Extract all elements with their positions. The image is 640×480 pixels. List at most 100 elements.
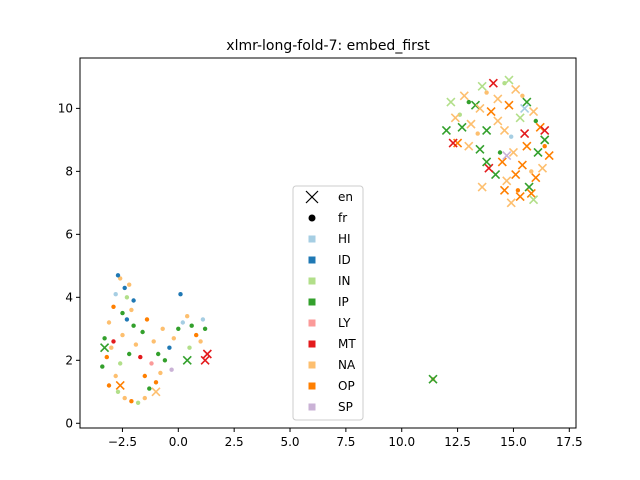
point-fr-id-1 xyxy=(122,285,127,291)
point-fr-ip-6 xyxy=(120,310,125,316)
point-en-op-30 xyxy=(522,141,532,151)
legend-label-sp: SP xyxy=(338,400,353,414)
point-fr-op-32 xyxy=(194,332,199,338)
point-fr-op-23 xyxy=(153,380,159,385)
point-fr-na-10 xyxy=(106,320,112,325)
point-fr-in-17 xyxy=(115,389,121,394)
point-fr-ip-58 xyxy=(533,118,538,124)
legend-label-id: ID xyxy=(338,253,351,267)
point-fr-ip-28 xyxy=(176,326,181,331)
point-fr-ip-45 xyxy=(156,351,161,357)
point-fr-ip-31 xyxy=(189,323,194,328)
point-fr-na-55 xyxy=(484,90,489,95)
legend-swatch-mt xyxy=(308,340,316,348)
point-fr-na-38 xyxy=(133,342,139,347)
legend-label-ly: LY xyxy=(338,316,351,330)
point-fr-id-4 xyxy=(131,298,136,303)
point-fr-ip-11 xyxy=(102,336,107,341)
point-en-na-41 xyxy=(475,103,485,113)
y-tick-label: 10 xyxy=(58,101,73,115)
legend-label-na: NA xyxy=(338,358,356,372)
point-fr-na-33 xyxy=(198,339,203,344)
legend-swatch-id xyxy=(308,256,316,264)
point-fr-id-8 xyxy=(115,273,121,278)
point-fr-na-21 xyxy=(142,395,147,401)
legend-label-op: OP xyxy=(338,379,355,393)
point-fr-op-59 xyxy=(542,144,547,149)
legend-label-ip: IP xyxy=(338,295,349,309)
point-en-ip-15 xyxy=(540,135,550,145)
point-fr-na-3 xyxy=(127,282,132,287)
point-en-na-2 xyxy=(459,91,469,101)
point-fr-sp-48 xyxy=(169,367,174,372)
point-en-in-7 xyxy=(477,81,487,91)
legend-swatch-na xyxy=(308,361,316,369)
point-fr-na-18 xyxy=(122,395,127,401)
legend-swatch-op xyxy=(308,382,316,390)
point-en-ip-3 xyxy=(441,125,451,135)
point-fr-ip-37 xyxy=(140,329,145,335)
point-fr-na-47 xyxy=(160,326,165,331)
point-en-sp-49 xyxy=(502,151,512,161)
point-fr-na-15 xyxy=(113,373,118,379)
x-tick-label: −2.5 xyxy=(108,435,137,449)
point-en-na-34 xyxy=(493,116,503,126)
point-fr-ip-34 xyxy=(202,326,208,331)
point-en-na-29 xyxy=(502,176,512,186)
legend-label-hi: HI xyxy=(338,232,351,246)
point-en-mt-40 xyxy=(448,138,458,148)
x-tick-label: 0.0 xyxy=(169,435,188,449)
point-en-hi-50 xyxy=(520,103,530,113)
point-fr-na-7 xyxy=(129,307,134,313)
point-en-op-42 xyxy=(504,100,514,110)
point-en-in-46 xyxy=(528,195,539,205)
y-tick-label: 4 xyxy=(65,290,73,304)
point-en-ip-12 xyxy=(522,97,532,107)
point-en-ip-31 xyxy=(475,144,485,154)
legend-label-in: IN xyxy=(338,274,351,288)
y-tick-label: 8 xyxy=(65,164,73,178)
point-en-op-27 xyxy=(517,160,527,170)
point-fr-op-51 xyxy=(142,373,147,379)
point-fr-na-44 xyxy=(151,339,156,344)
point-fr-op-5 xyxy=(111,304,116,309)
point-fr-hi-29 xyxy=(180,320,185,325)
point-en-in-1 xyxy=(446,97,456,107)
data-points xyxy=(100,75,554,405)
point-fr-na-30 xyxy=(185,314,190,319)
legend: en fr HI ID IN IP LY MT NA OP SP xyxy=(292,185,364,421)
y-axis: 0 2 4 6 8 10 xyxy=(58,101,80,430)
point-en-ip-48 xyxy=(482,157,492,167)
legend-swatch-ly xyxy=(308,319,316,327)
point-en-ip-54 xyxy=(100,343,110,353)
point-fr-ly-46 xyxy=(149,361,154,366)
point-en-na-9 xyxy=(493,94,503,104)
point-en-op-28 xyxy=(511,169,521,180)
point-en-na-57 xyxy=(151,387,161,397)
point-en-in-10 xyxy=(504,75,514,85)
point-en-mt-8 xyxy=(488,78,498,88)
point-en-na-11 xyxy=(511,84,521,95)
point-en-ip-19 xyxy=(524,182,534,192)
point-en-na-17 xyxy=(537,163,548,173)
point-fr-hi-65 xyxy=(509,134,514,139)
point-fr-na-0 xyxy=(118,276,123,281)
point-fr-op-61 xyxy=(515,188,521,193)
point-fr-in-49 xyxy=(118,361,123,366)
point-en-op-18 xyxy=(531,173,541,183)
point-fr-na-63 xyxy=(475,131,480,136)
x-axis: −2.5 0.0 2.5 5.0 7.5 10.0 12.5 15.0 17.5 xyxy=(108,428,583,449)
point-en-op-14 xyxy=(535,122,545,132)
point-fr-na-57 xyxy=(520,93,525,99)
point-en-op-16 xyxy=(544,151,554,161)
point-fr-mt-50 xyxy=(111,339,116,344)
point-fr-ip-54 xyxy=(466,99,471,105)
point-fr-ip-62 xyxy=(497,150,503,155)
point-en-op-35 xyxy=(486,106,496,117)
x-tick-label: 5.0 xyxy=(280,435,299,449)
y-tick-label: 2 xyxy=(65,353,73,367)
point-fr-ip-42 xyxy=(131,323,136,328)
point-en-ip-51 xyxy=(428,374,438,384)
point-en-op-22 xyxy=(499,185,510,195)
point-fr-id-52 xyxy=(124,317,130,322)
